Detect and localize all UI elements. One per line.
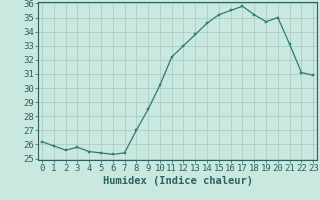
X-axis label: Humidex (Indice chaleur): Humidex (Indice chaleur)	[103, 176, 252, 186]
